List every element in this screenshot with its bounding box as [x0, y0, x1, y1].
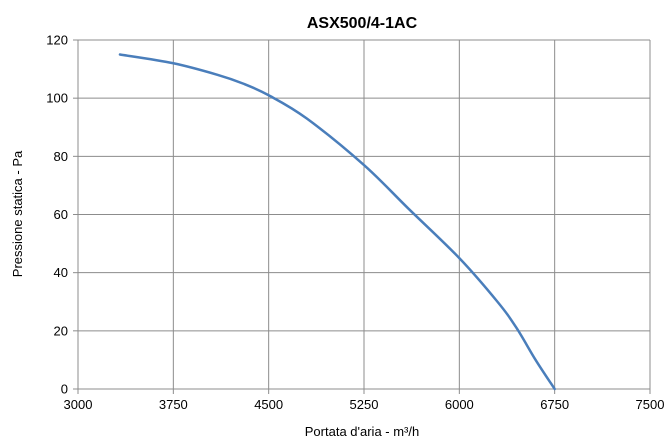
y-tick-label: 60	[54, 207, 68, 222]
series-line-0	[118, 53, 556, 391]
x-tick-label: 4500	[254, 397, 283, 412]
y-tick-label: 40	[54, 265, 68, 280]
y-tick-label: 0	[61, 382, 68, 397]
x-tick-label: 3750	[159, 397, 188, 412]
y-axis-label: Pressione statica - Pa	[10, 150, 25, 277]
x-tick-label: 7500	[636, 397, 665, 412]
y-tick-label: 100	[46, 91, 68, 106]
y-tick-labels: 0 20 40 60 80 100 120	[46, 33, 68, 397]
x-tick-labels: 3000 3750 4500 5250 6000 6750 7500	[64, 397, 665, 412]
x-axis-label: Portata d'aria - m³/h	[305, 424, 419, 439]
grid	[78, 39, 651, 389]
x-tick-label: 6750	[540, 397, 569, 412]
y-tick-label: 20	[54, 323, 68, 338]
x-tick-label: 3000	[64, 397, 93, 412]
chart-title: ASX500/4-1AC	[307, 15, 418, 32]
y-tick-label: 80	[54, 149, 68, 164]
y-tick-label: 120	[46, 33, 68, 48]
x-tick-label: 6000	[445, 397, 474, 412]
series-group	[118, 53, 556, 391]
x-tick-label: 5250	[350, 397, 379, 412]
axes	[73, 39, 651, 394]
